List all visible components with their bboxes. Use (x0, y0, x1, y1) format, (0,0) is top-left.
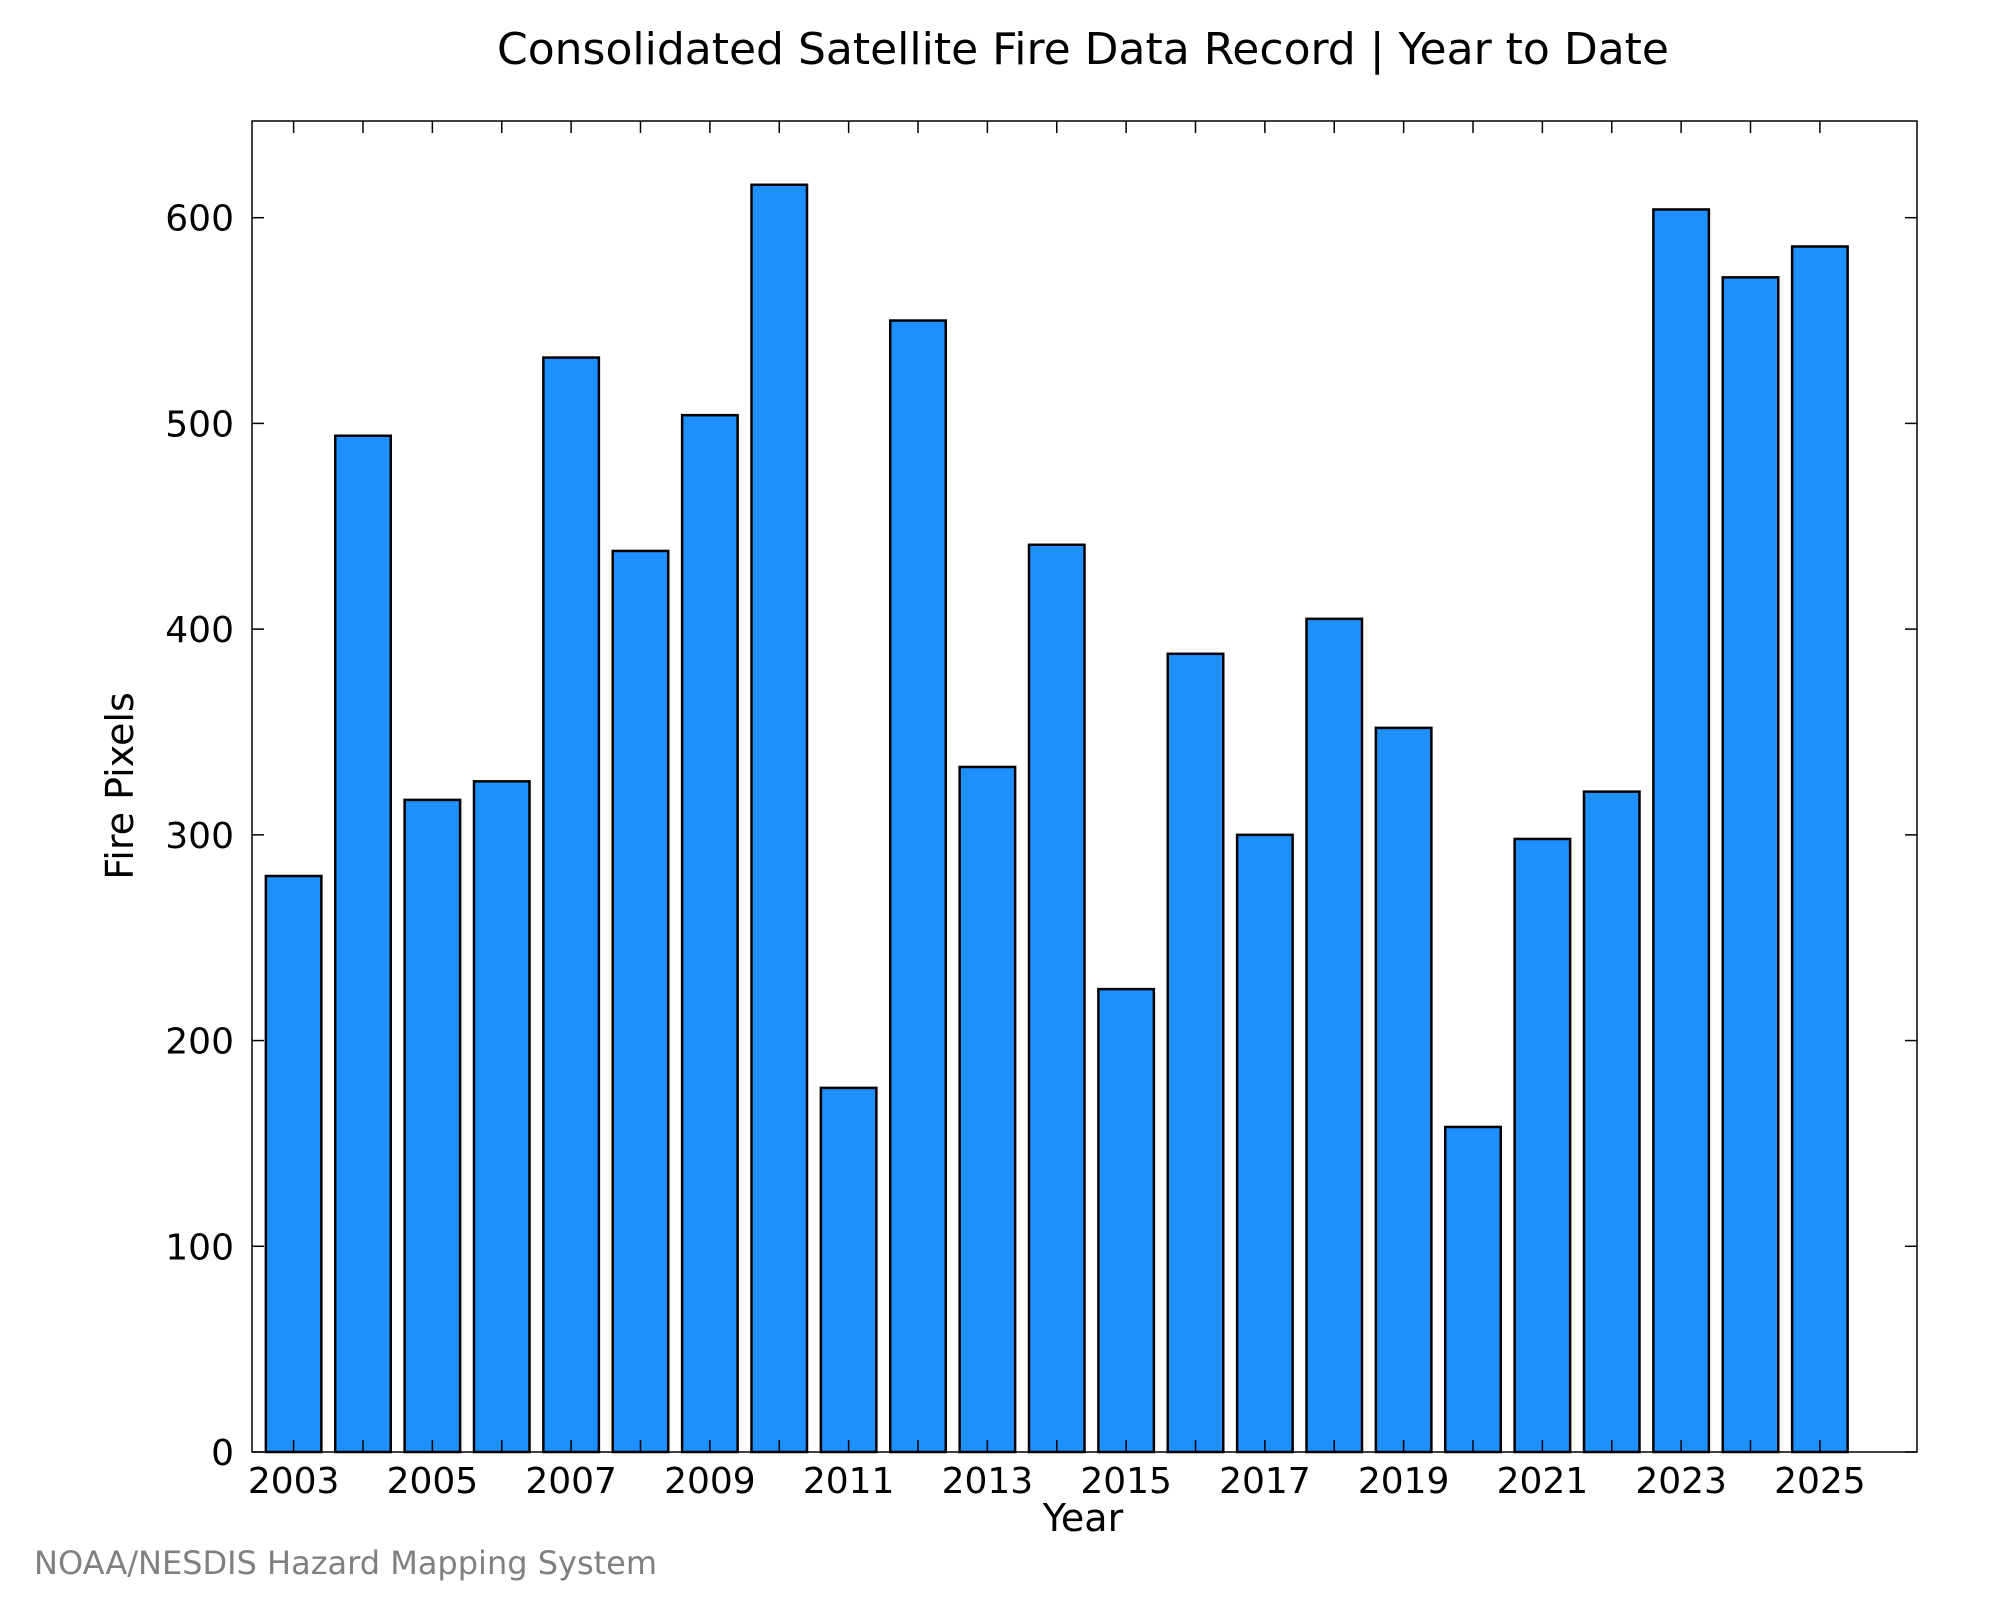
chart-title: Consolidated Satellite Fire Data Record … (497, 24, 1669, 75)
y-tick-label: 600 (165, 199, 234, 240)
bar-2017 (1235, 833, 1294, 1454)
axis-ticks (252, 121, 1917, 1453)
bars (264, 183, 1849, 1454)
y-axis-label: Fire Pixels (98, 692, 142, 880)
x-tick-label: 2005 (387, 1461, 479, 1502)
bar-2005 (403, 798, 462, 1454)
bar-2025 (1790, 245, 1849, 1454)
bar-2007 (542, 356, 601, 1454)
bar-2010 (750, 183, 809, 1454)
x-tick-label: 2017 (1219, 1461, 1311, 1502)
x-tick-label: 2019 (1358, 1461, 1450, 1502)
bar-2016 (1166, 652, 1225, 1454)
x-axis-label: Year (1042, 1496, 1124, 1540)
x-tick-label: 2011 (803, 1461, 895, 1502)
bar-2018 (1305, 617, 1364, 1454)
bar-2022 (1582, 790, 1641, 1454)
x-tick-label: 2025 (1774, 1461, 1866, 1502)
bar-2013 (958, 765, 1017, 1454)
bar-2014 (1027, 543, 1086, 1454)
bar-2021 (1513, 837, 1572, 1454)
x-tick-label: 2013 (942, 1461, 1034, 1502)
bar-2009 (680, 413, 739, 1454)
x-tick-labels: 2003 2005 2007 2009 2011 2013 2015 2017 2019 2021… (248, 1461, 1866, 1502)
x-tick-label: 2009 (664, 1461, 756, 1502)
x-tick-label: 2023 (1635, 1461, 1727, 1502)
bar-2003 (264, 874, 323, 1454)
y-tick-label: 100 (165, 1227, 234, 1268)
bar-2008 (611, 549, 670, 1454)
x-tick-label: 2021 (1497, 1461, 1589, 1502)
bar-2024 (1721, 276, 1780, 1454)
y-tick-label: 0 (211, 1433, 234, 1474)
plot-frame (251, 120, 1918, 1453)
x-tick-label: 2007 (525, 1461, 617, 1502)
bar-2019 (1374, 726, 1433, 1454)
bar-2006 (472, 780, 531, 1454)
bar-2004 (334, 434, 392, 1454)
y-tick-labels: 0 100 200 300 400 500 600 (165, 199, 234, 1474)
bar-2012 (889, 319, 947, 1454)
y-tick-label: 400 (165, 610, 234, 651)
y-tick-label: 300 (165, 816, 234, 857)
credit-text: NOAA/NESDIS Hazard Mapping System (34, 1544, 657, 1582)
x-tick-label: 2003 (248, 1461, 340, 1502)
y-tick-label: 200 (165, 1022, 234, 1063)
bar-2011 (819, 1086, 878, 1454)
x-tick-label: 2015 (1080, 1461, 1172, 1502)
bar-2020 (1444, 1125, 1502, 1454)
y-tick-label: 500 (165, 404, 234, 445)
bar-2015 (1097, 987, 1156, 1454)
bar-2023 (1652, 208, 1711, 1454)
